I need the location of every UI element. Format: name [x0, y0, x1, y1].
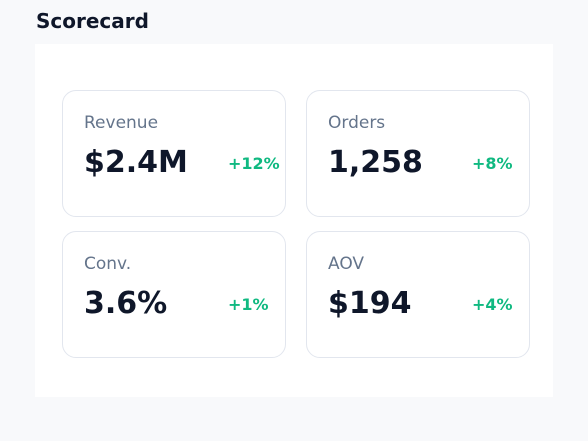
kpi-card: Orders 1,258 +8%: [306, 90, 530, 217]
kpi-label: Orders: [328, 113, 386, 133]
kpi-delta: +1%: [228, 295, 269, 314]
kpi-value: $194: [328, 286, 412, 321]
kpi-card: Conv. 3.6% +1%: [62, 231, 286, 358]
kpi-label: Revenue: [84, 113, 159, 133]
kpi-label: AOV: [328, 254, 365, 274]
kpi-delta: +4%: [472, 295, 513, 314]
kpi-card: AOV $194 +4%: [306, 231, 530, 358]
kpi-value: 1,258: [328, 145, 423, 180]
page-title: Scorecard: [36, 9, 149, 33]
scorecard-panel: Revenue $2.4M +12% Orders 1,258 +8% Conv…: [35, 44, 553, 397]
kpi-value: $2.4M: [84, 145, 188, 180]
kpi-delta: +12%: [228, 154, 280, 173]
kpi-label: Conv.: [84, 254, 132, 274]
kpi-delta: +8%: [472, 154, 513, 173]
kpi-value: 3.6%: [84, 286, 168, 321]
kpi-card: Revenue $2.4M +12%: [62, 90, 286, 217]
